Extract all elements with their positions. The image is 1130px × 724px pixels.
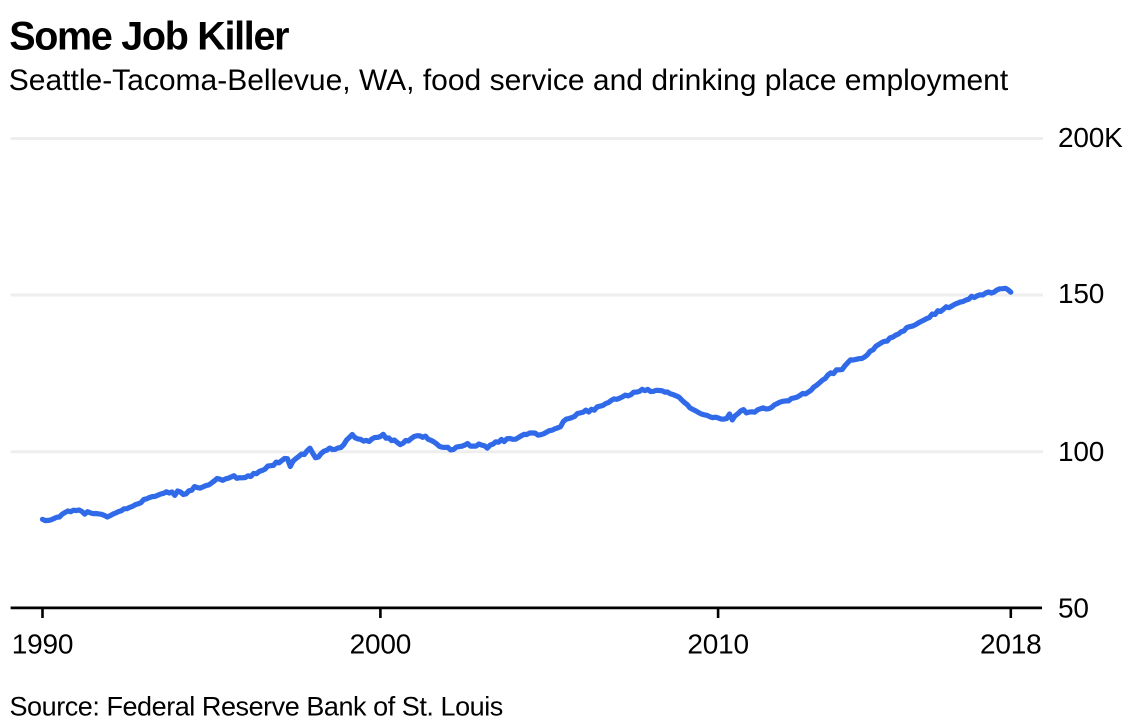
svg-text:2000: 2000 xyxy=(350,628,412,659)
svg-text:1990: 1990 xyxy=(12,628,74,659)
svg-text:Source: Federal Reserve Bank o: Source: Federal Reserve Bank of St. Loui… xyxy=(10,692,503,722)
svg-text:2018: 2018 xyxy=(980,628,1042,659)
svg-text:Seattle-Tacoma-Bellevue, WA, f: Seattle-Tacoma-Bellevue, WA, food servic… xyxy=(9,64,1009,97)
svg-text:100: 100 xyxy=(1058,436,1104,467)
svg-text:50: 50 xyxy=(1058,592,1089,623)
svg-text:200K: 200K xyxy=(1058,122,1123,153)
svg-text:150: 150 xyxy=(1058,278,1104,309)
svg-text:2010: 2010 xyxy=(687,628,749,659)
svg-text:Some Job Killer: Some Job Killer xyxy=(9,15,289,59)
